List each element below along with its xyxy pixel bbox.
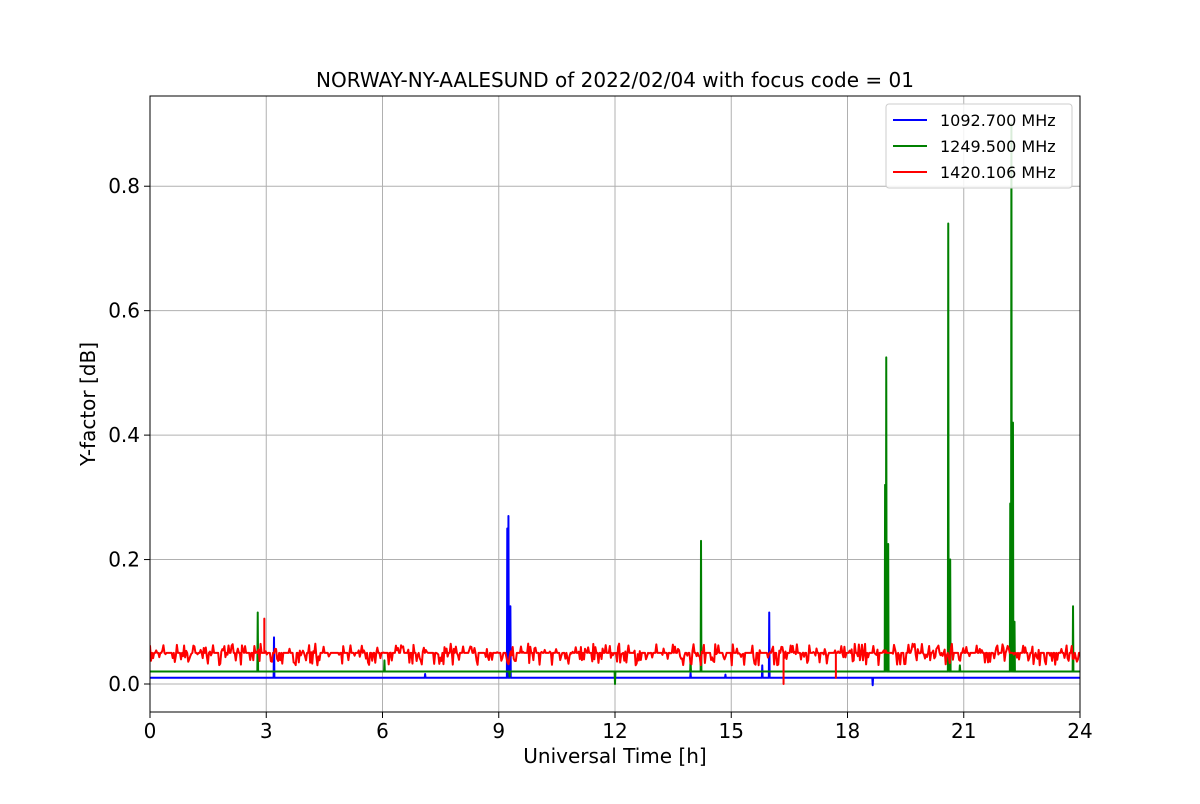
y-tick-label: 0.2 [108,548,140,572]
x-tick-label: 12 [602,719,627,743]
x-tick-label: 9 [492,719,505,743]
x-tick-label: 18 [835,719,860,743]
y-tick-label: 0.6 [108,299,140,323]
series-line-1 [150,515,1080,687]
chart-title: NORWAY-NY-AALESUND of 2022/02/04 with fo… [316,68,914,92]
x-tick-label: 15 [719,719,744,743]
y-axis-label: Y-factor [dB] [76,342,100,467]
x-tick-label: 24 [1067,719,1092,743]
x-tick-label: 6 [376,719,389,743]
x-axis-label: Universal Time [h] [523,744,706,768]
x-tick-label: 21 [951,719,976,743]
series-line-2 [150,123,1080,685]
y-tick-label: 0.4 [108,423,140,447]
y-tick-label: 0.0 [108,672,140,696]
legend-label: 1249.500 MHz [940,137,1056,156]
x-tick-label: 3 [260,719,273,743]
y-tick-label: 0.8 [108,174,140,198]
legend-label: 1092.700 MHz [940,111,1056,130]
series-line-3 [150,617,1080,685]
x-tick-label: 0 [144,719,157,743]
legend-label: 1420.106 MHz [940,163,1056,182]
series-lines [150,123,1080,687]
axis-ticks: 0 3 6 9 12 15 18 21 24 0.0 0.2 0.4 0.6 0.8 [108,174,1093,743]
legend-box [885,103,1073,189]
legend: 1092.700 MHz 1249.500 MHz 1420.106 MHz [885,103,1073,189]
